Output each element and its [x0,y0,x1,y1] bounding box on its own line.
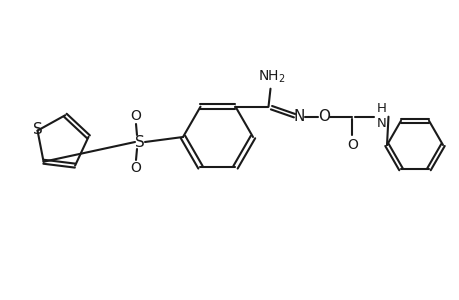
Text: NH$_2$: NH$_2$ [257,68,285,85]
Text: O: O [346,138,357,152]
Text: H
N: H N [376,102,386,130]
Text: O: O [130,109,141,123]
Text: O: O [318,109,330,124]
Text: S: S [135,134,145,149]
Text: S: S [33,122,42,137]
Text: N: N [293,109,304,124]
Text: O: O [130,161,141,175]
